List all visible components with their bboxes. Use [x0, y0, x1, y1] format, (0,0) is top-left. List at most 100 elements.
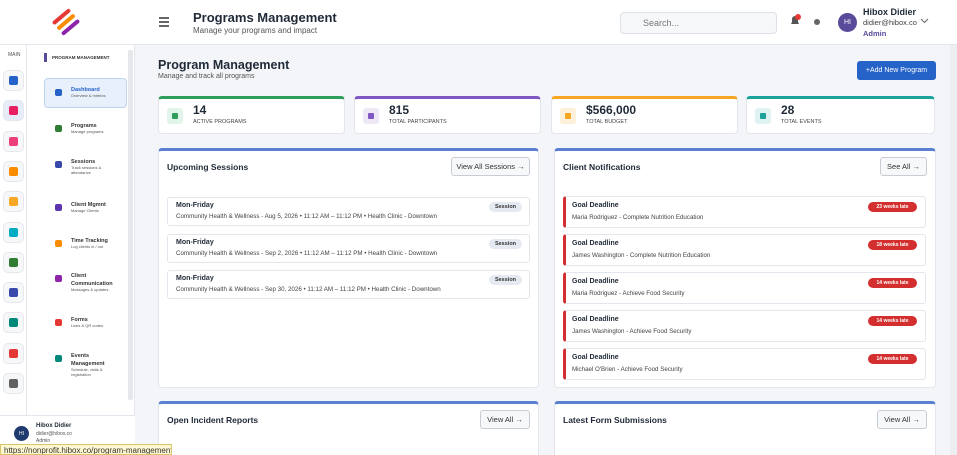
- rail-icon: [9, 76, 18, 85]
- rail-icon: [9, 348, 18, 358]
- notification-title: Goal Deadline: [572, 240, 619, 247]
- logo[interactable]: [52, 8, 80, 36]
- user-role: Admin: [863, 29, 887, 38]
- notification-badge: 23 weeks late: [868, 202, 917, 212]
- sidebar-item-icon[interactable]: [55, 161, 62, 168]
- sidebar-user-role: Admin: [36, 438, 51, 444]
- sidebar-scrollbar: [128, 50, 133, 400]
- sidebar-user-name: Hibox Didier: [36, 423, 72, 429]
- add-program-button[interactable]: +Add New Program: [857, 61, 936, 80]
- rail-icon: [9, 136, 18, 146]
- rail-icon: [9, 318, 18, 328]
- stat-value: 815: [389, 103, 410, 117]
- stat-value: 14: [193, 103, 207, 117]
- panel: [158, 401, 539, 455]
- notification-detail: James Washington - Complete Nutrition Ed…: [572, 252, 711, 259]
- sidebar-item-subtitle: Manage Clients: [71, 208, 99, 213]
- notifications-bell[interactable]: [788, 14, 802, 28]
- panel: [158, 148, 539, 388]
- sidebar-item-title[interactable]: Dashboard: [71, 87, 100, 93]
- panel-link[interactable]: View All Sessions →: [451, 157, 530, 176]
- notification-title: Goal Deadline: [572, 316, 619, 323]
- sidebar-item-icon[interactable]: [55, 275, 62, 282]
- sidebar-item-title[interactable]: Time Tracking: [71, 238, 108, 244]
- sidebar-item-title[interactable]: Client Communication: [71, 273, 113, 287]
- sidebar-avatar: HI: [14, 426, 29, 441]
- session-detail: Community Health & Wellness - Sep 2, 202…: [176, 249, 438, 257]
- notification-card[interactable]: [563, 348, 926, 380]
- panel-link[interactable]: View All →: [480, 410, 530, 429]
- session-title: Mon-Friday: [176, 275, 214, 282]
- panel-title: Upcoming Sessions: [167, 162, 249, 172]
- rail-icon: [9, 257, 18, 267]
- sidebar-item-icon[interactable]: [55, 240, 62, 247]
- sidebar: [27, 45, 135, 455]
- notification-badge: 14 weeks late: [868, 354, 917, 364]
- notification-card[interactable]: [563, 196, 926, 228]
- stat-icon-glyph: [172, 113, 178, 119]
- session-card[interactable]: [167, 197, 530, 226]
- notification-title: Goal Deadline: [572, 354, 619, 361]
- panel-title: Open Incident Reports: [167, 415, 259, 425]
- stat-icon-glyph: [565, 113, 571, 119]
- sidebar-item-icon[interactable]: [55, 125, 62, 132]
- user-menu-caret[interactable]: [920, 18, 929, 24]
- stat-value: $566,000: [586, 103, 637, 117]
- page-title: Program Management: [158, 58, 290, 72]
- stat-label: TOTAL BUDGET: [586, 119, 628, 125]
- notification-detail: James Washington - Achieve Food Security: [572, 328, 692, 335]
- settings-icon[interactable]: [813, 18, 821, 26]
- rail-icon: [9, 197, 18, 207]
- sidebar-section: MAIN: [8, 52, 21, 58]
- session-title: Mon-Friday: [176, 238, 214, 246]
- sidebar-item-icon[interactable]: [55, 319, 62, 326]
- search-input[interactable]: Search...: [620, 12, 777, 34]
- session-card[interactable]: [167, 233, 530, 263]
- sidebar-item-title[interactable]: Events Management: [71, 353, 105, 367]
- panel-link[interactable]: See All →: [880, 157, 927, 176]
- rail-icon: [9, 106, 18, 116]
- sidebar-item-title[interactable]: Client Mgmnt: [71, 202, 106, 208]
- notification-title: Goal Deadline: [572, 202, 619, 209]
- sidebar-item-title[interactable]: Forms: [71, 317, 88, 323]
- notification-card[interactable]: [563, 310, 926, 342]
- stat-icon-glyph: [368, 113, 374, 119]
- header-subtitle: Manage your programs and impact: [193, 26, 318, 35]
- sidebar-item-title[interactable]: Sessions: [71, 159, 96, 165]
- user-avatar[interactable]: HI: [838, 13, 857, 32]
- rail-icon: [9, 227, 18, 237]
- sidebar-item-subtitle: Schedule, visits & registration: [71, 367, 103, 377]
- stat-card: [551, 96, 738, 134]
- sidebar-item-icon[interactable]: [55, 204, 62, 211]
- notification-badge: 14 weeks late: [868, 316, 917, 326]
- notification-detail: Maria Rodriguez - Complete Nutrition Edu…: [572, 214, 704, 221]
- session-card[interactable]: [167, 270, 530, 299]
- page-subtitle: Manage and track all programs: [158, 73, 255, 80]
- notification-card[interactable]: [563, 272, 926, 304]
- stat-label: ACTIVE PROGRAMS: [193, 119, 247, 125]
- sidebar-item-icon[interactable]: [55, 89, 62, 96]
- panel: [554, 401, 936, 455]
- notification-card[interactable]: [563, 234, 926, 266]
- session-badge: Session: [489, 275, 522, 285]
- stat-value: 28: [781, 103, 795, 117]
- sidebar-item-title[interactable]: Programs: [71, 123, 97, 129]
- menu-toggle[interactable]: [158, 16, 170, 28]
- sidebar-user-email: didier@hibox.co: [36, 431, 72, 437]
- stat-label: TOTAL PARTICIPANTS: [389, 119, 447, 125]
- sidebar-item-subtitle: Overview & metrics: [71, 93, 106, 98]
- group-marker: [44, 53, 47, 62]
- stat-icon-glyph: [760, 113, 766, 119]
- header-title: Programs Management: [193, 10, 337, 25]
- sidebar-item-subtitle: Log clients in / out: [71, 244, 104, 249]
- rail-icon: [9, 288, 18, 298]
- panel-link[interactable]: View All →: [877, 410, 927, 429]
- stat-card: [746, 96, 935, 134]
- stat-label: TOTAL EVENTS: [781, 119, 822, 125]
- stat-card: [354, 96, 541, 134]
- panel-title: Latest Form Submissions: [563, 415, 667, 425]
- sidebar-item-icon[interactable]: [55, 355, 62, 362]
- rail-icon: [9, 166, 18, 176]
- user-email: didier@hibox.co: [863, 18, 917, 27]
- notification-badge: 18 weeks late: [868, 240, 917, 250]
